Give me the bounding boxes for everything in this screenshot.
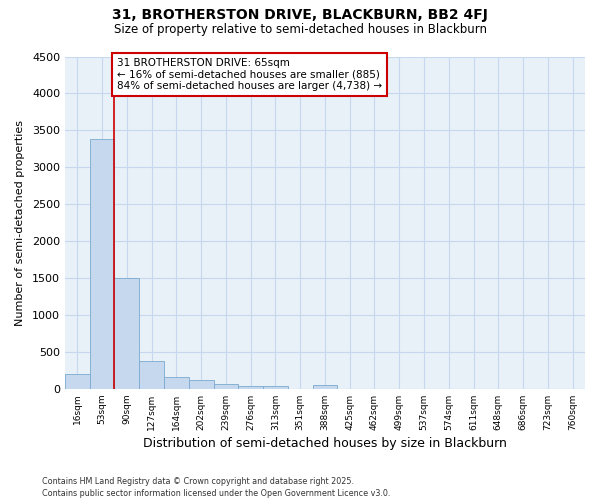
X-axis label: Distribution of semi-detached houses by size in Blackburn: Distribution of semi-detached houses by …	[143, 437, 507, 450]
Bar	[65, 374, 89, 389]
Text: Size of property relative to semi-detached houses in Blackburn: Size of property relative to semi-detach…	[113, 22, 487, 36]
Bar	[89, 139, 115, 389]
Text: Contains HM Land Registry data © Crown copyright and database right 2025.
Contai: Contains HM Land Registry data © Crown c…	[42, 476, 391, 498]
Bar	[263, 386, 288, 389]
Bar	[214, 384, 238, 389]
Text: 31, BROTHERSTON DRIVE, BLACKBURN, BB2 4FJ: 31, BROTHERSTON DRIVE, BLACKBURN, BB2 4F…	[112, 8, 488, 22]
Bar	[313, 385, 337, 389]
Bar	[115, 278, 139, 389]
Bar	[139, 361, 164, 389]
Bar	[164, 377, 189, 389]
Bar	[189, 380, 214, 389]
Y-axis label: Number of semi-detached properties: Number of semi-detached properties	[15, 120, 25, 326]
Bar	[238, 386, 263, 389]
Text: 31 BROTHERSTON DRIVE: 65sqm
← 16% of semi-detached houses are smaller (885)
84% : 31 BROTHERSTON DRIVE: 65sqm ← 16% of sem…	[117, 58, 382, 91]
